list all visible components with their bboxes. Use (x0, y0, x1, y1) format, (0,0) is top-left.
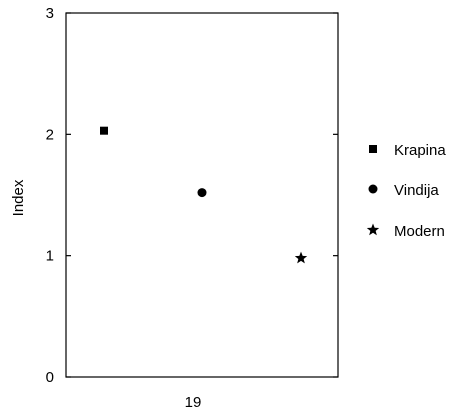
y-tick-label: 2 (46, 126, 54, 143)
y-tick-label: 0 (46, 369, 54, 386)
data-point-krapina (100, 126, 108, 135)
y-axis-ticks: 0 1 2 3 (46, 5, 338, 386)
legend-marker-modern (366, 223, 380, 236)
legend-marker-krapina (369, 145, 377, 153)
plot-frame (65, 12, 339, 378)
data-point-modern (294, 251, 308, 264)
data-point-vindija (197, 188, 207, 198)
y-tick-label: 3 (46, 5, 54, 22)
y-axis-title: Index (10, 179, 27, 216)
y-tick-label: 1 (46, 248, 54, 265)
legend-label-modern: Modern (394, 223, 445, 240)
legend-marker-vindija (368, 184, 378, 194)
legend-label-vindija: Vindija (394, 182, 439, 199)
legend: Krapina Vindija Modern (366, 142, 446, 240)
legend-label-krapina: Krapina (394, 142, 446, 159)
x-tick-label: 19 (185, 394, 202, 411)
data-points (100, 126, 308, 264)
